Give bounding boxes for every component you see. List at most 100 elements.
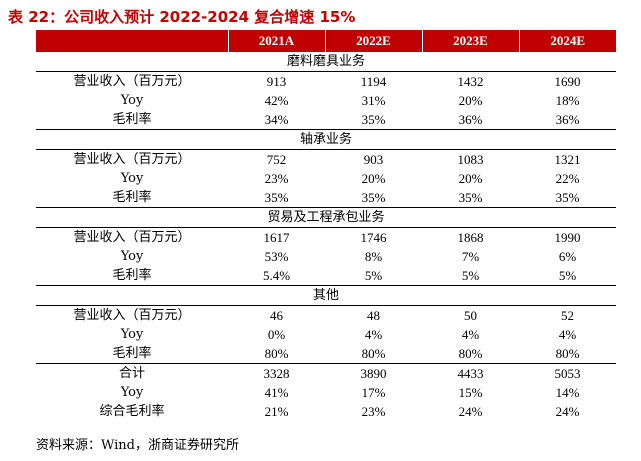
row-label: Yoy — [120, 249, 144, 264]
row-label: 毛利率 — [36, 110, 228, 130]
row-value: 4% — [364, 327, 383, 342]
row-value: 4433 — [457, 366, 484, 381]
row-value: 14% — [555, 385, 580, 400]
row-value: 1690 — [554, 74, 581, 89]
row-value: 5053 — [554, 366, 581, 381]
row-label: 毛利率 — [36, 188, 228, 208]
section-name: 贸易及工程承包业务 — [36, 207, 616, 228]
row-label: Yoy — [120, 171, 144, 186]
totals-row: 综合毛利率 21% 23% 24% 24% — [36, 402, 616, 421]
row-value: 48 — [367, 308, 380, 323]
header-row: 2021A 2022E 2023E 2024E — [36, 30, 616, 52]
row-value: 4% — [461, 327, 480, 342]
row-value: 4% — [558, 327, 577, 342]
row-value: 24% — [555, 404, 580, 419]
row-value: 20% — [361, 171, 386, 186]
table-row: Yoy 42% 31% 20% 18% — [36, 91, 616, 110]
totals-row: 合计 3328 3890 4433 5053 — [36, 364, 616, 384]
row-value: 1746 — [360, 230, 387, 245]
section-name: 磨料磨具业务 — [36, 52, 616, 72]
row-value: 5% — [519, 266, 616, 286]
row-value: 21% — [264, 404, 289, 419]
row-value: 35% — [519, 188, 616, 208]
row-label: 营业收入（百万元） — [73, 230, 191, 245]
row-value: 23% — [264, 171, 289, 186]
row-value: 36% — [422, 110, 519, 130]
row-label: 营业收入（百万元） — [73, 308, 191, 323]
row-value: 903 — [363, 152, 384, 167]
row-value: 20% — [458, 171, 483, 186]
row-value: 50 — [464, 308, 477, 323]
row-value: 5% — [422, 266, 519, 286]
table-row: 毛利率 80% 80% 80% 80% — [36, 344, 616, 364]
row-value: 80% — [519, 344, 616, 364]
table-row: Yoy 0% 4% 4% 4% — [36, 325, 616, 344]
row-value: 80% — [228, 344, 325, 364]
table-row: Yoy 53% 8% 7% 6% — [36, 247, 616, 266]
row-value: 52 — [561, 308, 574, 323]
table-title: 表 22：公司收入预计 2022-2024 复合增速 15% — [8, 8, 356, 26]
row-value: 15% — [458, 385, 483, 400]
row-value: 1990 — [554, 230, 581, 245]
row-value: 3328 — [263, 366, 290, 381]
header-cell-2022e: 2022E — [324, 30, 422, 52]
row-value: 80% — [422, 344, 519, 364]
row-label: Yoy — [120, 385, 144, 400]
row-label: 毛利率 — [36, 344, 228, 364]
row-value: 3890 — [360, 366, 387, 381]
row-label: 营业收入（百万元） — [73, 152, 191, 167]
table-row: 毛利率 35% 35% 35% 35% — [36, 188, 616, 208]
row-value: 35% — [325, 110, 422, 130]
section-header-row: 贸易及工程承包业务 — [36, 207, 616, 228]
row-value: 6% — [558, 249, 577, 264]
row-value: 1432 — [457, 74, 484, 89]
row-value: 1194 — [360, 74, 387, 89]
table-row: 毛利率 5.4% 5% 5% 5% — [36, 266, 616, 286]
row-label: Yoy — [120, 93, 144, 108]
section-name: 轴承业务 — [36, 129, 616, 150]
table-row: 毛利率 34% 35% 36% 36% — [36, 110, 616, 130]
row-value: 35% — [325, 188, 422, 208]
header-cell-2024e: 2024E — [518, 30, 616, 52]
table-row: 营业收入（百万元） 913 1194 1432 1690 — [36, 72, 616, 92]
totals-row: Yoy 41% 17% 15% 14% — [36, 383, 616, 402]
row-value: 53% — [264, 249, 289, 264]
row-value: 1617 — [263, 230, 290, 245]
table-row: Yoy 23% 20% 20% 22% — [36, 169, 616, 188]
row-value: 41% — [264, 385, 289, 400]
row-value: 35% — [422, 188, 519, 208]
row-value: 22% — [555, 171, 580, 186]
row-value: 1868 — [457, 230, 484, 245]
row-label: Yoy — [120, 327, 144, 342]
row-value: 752 — [266, 152, 287, 167]
row-value: 80% — [325, 344, 422, 364]
row-value: 34% — [228, 110, 325, 130]
table-row: 营业收入（百万元） 1617 1746 1868 1990 — [36, 228, 616, 248]
header-cell-blank — [36, 30, 228, 52]
forecast-table: 2021A 2022E 2023E 2024E 磨料磨具业务营业收入（百万元） 9… — [36, 30, 616, 421]
row-value: 0% — [267, 327, 286, 342]
row-value: 18% — [555, 93, 580, 108]
header-cell-2021a: 2021A — [227, 30, 325, 52]
row-value: 36% — [519, 110, 616, 130]
row-value: 23% — [361, 404, 386, 419]
row-value: 5.4% — [228, 266, 325, 286]
row-label: 毛利率 — [36, 266, 228, 286]
row-label: 综合毛利率 — [99, 404, 165, 419]
row-label: 营业收入（百万元） — [73, 74, 191, 89]
section-name: 其他 — [36, 285, 616, 306]
section-header-row: 轴承业务 — [36, 129, 616, 150]
header-cell-2023e: 2023E — [421, 30, 519, 52]
row-value: 35% — [228, 188, 325, 208]
row-value: 20% — [458, 93, 483, 108]
section-header-row: 其他 — [36, 285, 616, 306]
table-row: 营业收入（百万元） 752 903 1083 1321 — [36, 150, 616, 170]
row-value: 5% — [325, 266, 422, 286]
section-header-row: 磨料磨具业务 — [36, 52, 616, 72]
row-value: 7% — [461, 249, 480, 264]
row-label: 合计 — [118, 366, 145, 381]
row-value: 8% — [364, 249, 383, 264]
row-value: 913 — [266, 74, 287, 89]
row-value: 1083 — [457, 152, 484, 167]
row-value: 1321 — [554, 152, 581, 167]
